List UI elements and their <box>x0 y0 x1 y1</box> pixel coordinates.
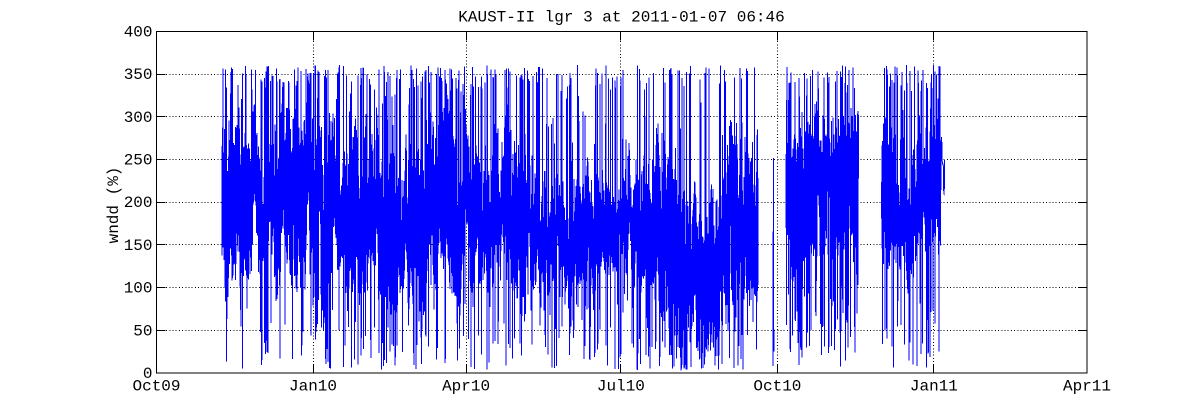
svg-text:Jan10: Jan10 <box>289 378 337 396</box>
svg-text:Jan11: Jan11 <box>910 378 958 396</box>
svg-text:250: 250 <box>124 152 153 170</box>
svg-text:Oct10: Oct10 <box>753 378 801 396</box>
svg-text:400: 400 <box>124 24 153 42</box>
svg-text:200: 200 <box>124 194 153 212</box>
svg-text:KAUST-II lgr 3 at 2011-01-07 0: KAUST-II lgr 3 at 2011-01-07 06:46 <box>458 9 784 27</box>
svg-text:Jul10: Jul10 <box>597 378 645 396</box>
svg-text:50: 50 <box>133 322 152 340</box>
svg-text:350: 350 <box>124 66 153 84</box>
svg-text:150: 150 <box>124 237 153 255</box>
svg-text:Apr10: Apr10 <box>442 378 490 396</box>
svg-text:300: 300 <box>124 109 153 127</box>
svg-text:Apr11: Apr11 <box>1063 378 1111 396</box>
svg-text:Oct09: Oct09 <box>132 378 180 396</box>
svg-text:wndd (%): wndd (%) <box>105 167 123 244</box>
svg-text:0: 0 <box>143 365 153 383</box>
svg-text:100: 100 <box>124 280 153 298</box>
